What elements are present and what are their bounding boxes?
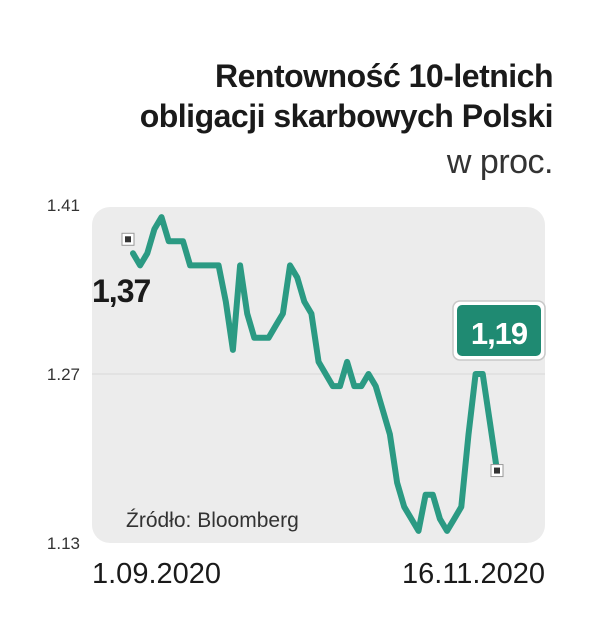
chart-title-line-1: Rentowność 10-letnich — [215, 58, 554, 94]
start-value-label: 1,37 — [92, 273, 150, 309]
series-line — [130, 214, 500, 534]
plot-background — [92, 207, 545, 543]
y-tick-label: 1.13 — [47, 534, 80, 553]
end-value-label: 1,19 — [471, 316, 528, 351]
end-marker-dot — [494, 467, 500, 474]
chart-title: Rentowność 10-letnich obligacji skarbowy… — [139, 56, 554, 136]
source-note: Źródło: Bloomberg — [126, 509, 299, 532]
x-tick-label: 16.11.2020 — [402, 558, 545, 590]
y-tick-label: 1.27 — [47, 365, 80, 384]
start-marker-dot — [125, 236, 131, 243]
chart-title-line-2: obligacji skarbowych Polski — [139, 98, 554, 134]
end-value-badge — [457, 305, 541, 356]
chart-subtitle: w proc. — [446, 143, 554, 181]
x-tick-label: 1.09.2020 — [92, 558, 221, 590]
y-tick-label: 1.41 — [47, 196, 80, 215]
